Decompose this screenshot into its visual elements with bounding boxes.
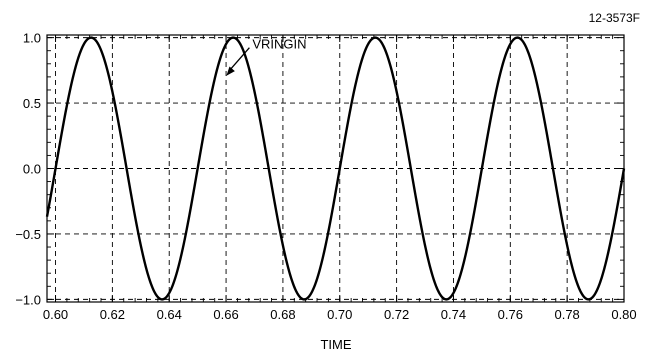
major-ticks bbox=[47, 35, 625, 302]
x-tick-label: 0.68 bbox=[270, 307, 295, 322]
y-tick-label: 0.0 bbox=[23, 162, 41, 177]
annotation-leader-line bbox=[227, 47, 250, 73]
plot-frame bbox=[46, 34, 625, 303]
y-tick-label: 0.5 bbox=[23, 96, 41, 111]
grid-lines bbox=[47, 35, 624, 302]
x-tick-label: 0.80 bbox=[611, 307, 636, 322]
x-tick-label: 0.70 bbox=[327, 307, 352, 322]
x-tick-label: 0.66 bbox=[213, 307, 238, 322]
y-tick-label: −1.0 bbox=[15, 292, 41, 307]
x-tick-label: 0.74 bbox=[441, 307, 466, 322]
x-tick-labels: 0.60 0.62 0.64 0.66 0.68 0.70 0.72 0.74 0.76 0.78… bbox=[43, 307, 637, 322]
annotation-arrowhead bbox=[226, 66, 235, 76]
x-tick-label: 0.62 bbox=[100, 307, 125, 322]
x-tick-label: 0.78 bbox=[554, 307, 579, 322]
x-tick-label: 0.60 bbox=[43, 307, 68, 322]
x-tick-label: 0.72 bbox=[384, 307, 409, 322]
y-tick-label: −0.5 bbox=[15, 227, 41, 242]
series-annotation: VRINGIN bbox=[226, 37, 307, 76]
figure-id: 12-3573F bbox=[589, 11, 640, 25]
y-tick-label: 1.0 bbox=[23, 31, 41, 46]
series-line-vringin bbox=[45, 36, 626, 301]
y-tick-labels: 1.0 0.5 0.0 −0.5 −1.0 bbox=[15, 31, 41, 308]
x-axis-title: TIME bbox=[320, 337, 351, 352]
x-tick-label: 0.64 bbox=[157, 307, 182, 322]
x-tick-label: 0.76 bbox=[498, 307, 523, 322]
annotation-label-vringin: VRINGIN bbox=[252, 37, 306, 52]
